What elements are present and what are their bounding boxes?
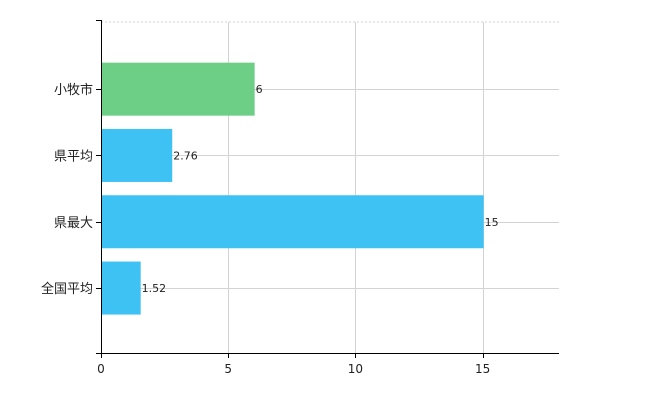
x-tick-label-1: 5 [224, 362, 232, 376]
x-tick-label-0: 0 [97, 362, 105, 376]
bars [102, 62, 484, 315]
axes [96, 20, 559, 358]
category-label-2: 県最大 [54, 216, 93, 231]
bar-2 [102, 195, 484, 249]
x-tick-label-2: 10 [348, 362, 363, 376]
category-label-0: 小牧市 [54, 82, 93, 98]
data-label-2: 15 [485, 216, 499, 229]
data-label-0: 6 [256, 83, 263, 96]
category-label-1: 県平均 [54, 149, 93, 164]
labels: 6 小牧市 2.76 県平均 15 県最大 1.52 全国平均 0 5 10 15 [41, 82, 499, 376]
x-tick-label-3: 15 [475, 362, 490, 376]
data-label-1: 2.76 [173, 149, 198, 162]
bar-1 [102, 128, 173, 182]
data-label-3: 1.52 [142, 282, 167, 295]
bar-3 [102, 261, 141, 315]
bar-0 [102, 62, 255, 116]
category-label-3: 全国平均 [41, 281, 93, 297]
